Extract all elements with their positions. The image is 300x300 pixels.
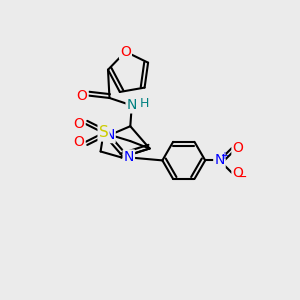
Text: O: O xyxy=(74,117,85,131)
Text: N: N xyxy=(214,153,225,167)
Text: N: N xyxy=(104,128,115,142)
Text: O: O xyxy=(232,141,243,155)
Text: O: O xyxy=(77,88,88,103)
Text: S: S xyxy=(99,125,108,140)
Text: O: O xyxy=(232,166,243,180)
Text: O: O xyxy=(74,135,85,149)
Text: O: O xyxy=(120,45,131,58)
Text: N: N xyxy=(127,98,137,112)
Text: H: H xyxy=(140,97,149,110)
Text: +: + xyxy=(220,151,228,160)
Text: N: N xyxy=(124,150,134,164)
Text: −: − xyxy=(237,170,247,184)
